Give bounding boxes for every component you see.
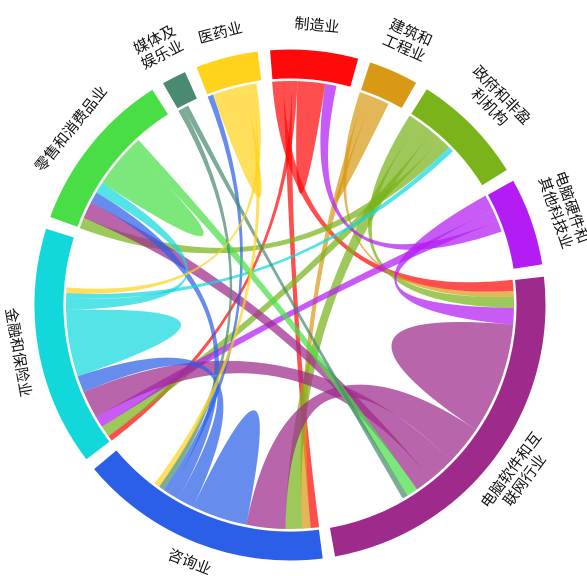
segment-label-line: 医药业 bbox=[196, 18, 244, 47]
segment-arc-layer bbox=[33, 48, 547, 562]
ribbon-electronics-finance[interactable] bbox=[96, 210, 498, 427]
ribbon-finance-retail[interactable] bbox=[66, 182, 188, 310]
ribbon-software-software[interactable] bbox=[391, 322, 514, 430]
ribbon-government-consulting[interactable] bbox=[285, 121, 433, 529]
segment-arc-finance[interactable] bbox=[33, 227, 111, 461]
ribbon-pharma-pharma[interactable] bbox=[212, 85, 262, 198]
ribbon-electronics-manufacturing[interactable] bbox=[320, 83, 502, 250]
ribbon-government-finance[interactable] bbox=[102, 132, 441, 437]
ribbon-pharma-consulting[interactable] bbox=[154, 84, 260, 487]
ribbon-layer bbox=[66, 81, 514, 529]
ribbon-retail-retail[interactable] bbox=[102, 147, 204, 237]
segment-label-manufacturing: 制造业 bbox=[294, 14, 341, 36]
segment-label-line: 咨询业 bbox=[165, 545, 213, 576]
ribbon-consulting-consulting[interactable] bbox=[192, 410, 260, 525]
segment-label-finance: 金融和保险业 bbox=[2, 307, 35, 399]
ribbon-manufacturing-manufacturing[interactable] bbox=[296, 81, 326, 194]
segment-label-consulting: 咨询业 bbox=[165, 545, 213, 576]
segment-label-line: 金融和保险业 bbox=[2, 307, 35, 399]
segment-arc-consulting[interactable] bbox=[92, 449, 324, 562]
segment-label-pharma: 医药业 bbox=[196, 18, 244, 47]
ribbon-construction-consulting[interactable] bbox=[300, 93, 374, 529]
ribbon-electronics-software[interactable] bbox=[394, 195, 514, 325]
ribbon-media-consulting[interactable] bbox=[159, 108, 233, 491]
ribbon-media-software[interactable] bbox=[183, 105, 408, 499]
ribbon-retail-software[interactable] bbox=[130, 140, 417, 496]
ribbon-construction-construction[interactable] bbox=[335, 96, 389, 203]
segment-arc-software[interactable] bbox=[328, 275, 547, 558]
segment-arc-construction[interactable] bbox=[359, 61, 418, 110]
segment-arc-government[interactable] bbox=[409, 87, 509, 187]
segment-arc-pharma[interactable] bbox=[195, 50, 263, 96]
segment-arc-retail[interactable] bbox=[48, 88, 170, 229]
segment-arc-manufacturing[interactable] bbox=[269, 48, 360, 88]
segment-arc-electronics[interactable] bbox=[486, 179, 544, 270]
ribbon-manufacturing-consulting[interactable] bbox=[283, 81, 320, 529]
segment-label-line: 制造业 bbox=[294, 14, 341, 36]
ribbon-software-retail[interactable] bbox=[83, 202, 431, 490]
segment-arc-media[interactable] bbox=[161, 70, 199, 110]
ribbon-finance-finance[interactable] bbox=[66, 309, 181, 377]
ribbon-finance-government[interactable] bbox=[66, 147, 453, 299]
ribbon-software-consulting[interactable] bbox=[246, 384, 477, 529]
ribbon-consulting-finance[interactable] bbox=[77, 357, 224, 507]
